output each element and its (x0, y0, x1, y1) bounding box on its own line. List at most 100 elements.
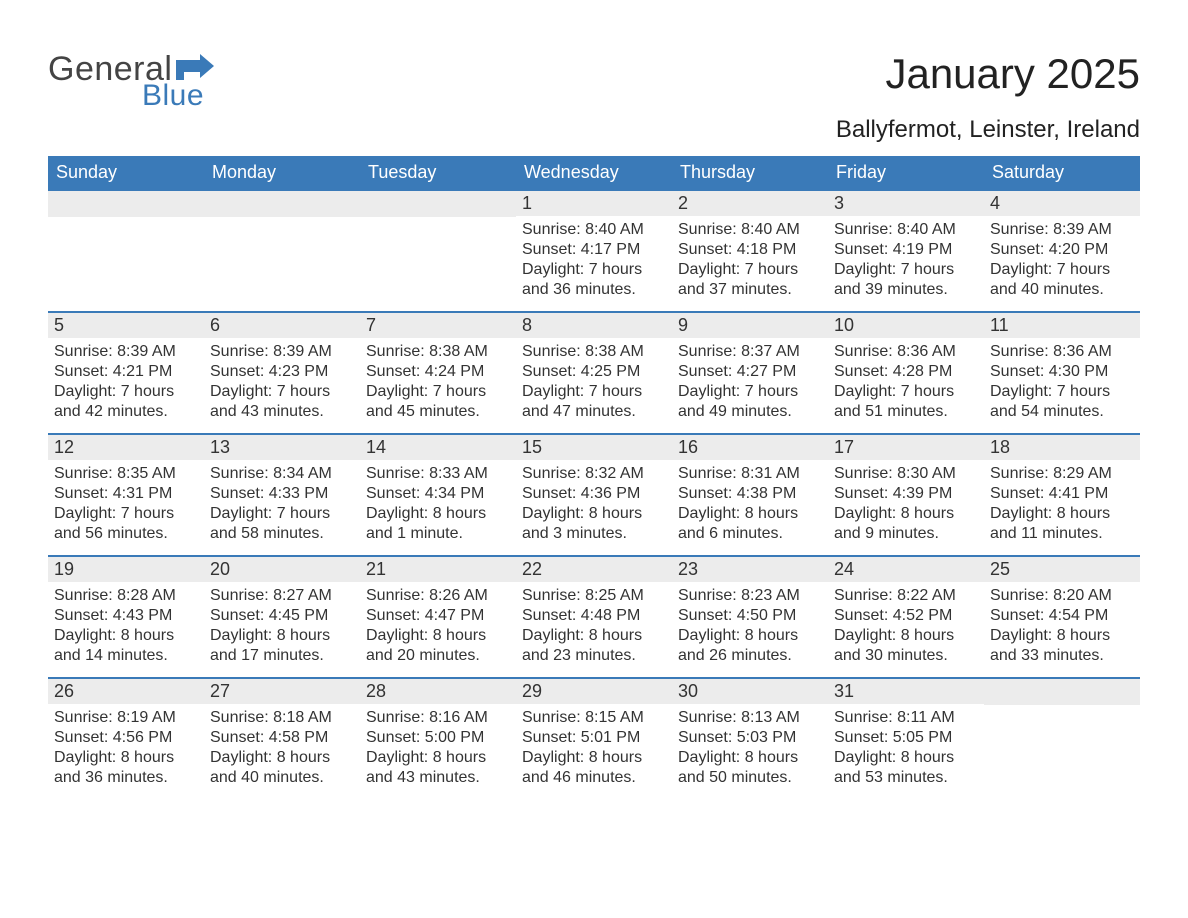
daylight-line: Daylight: 8 hours and 33 minutes. (990, 626, 1134, 666)
daylight-line: Daylight: 7 hours and 37 minutes. (678, 260, 822, 300)
sunset-line: Sunset: 4:25 PM (522, 362, 666, 382)
daylight-label: Daylight: (54, 627, 116, 644)
sunrise-value: 8:33 AM (429, 465, 488, 482)
day-details: Sunrise: 8:38 AMSunset: 4:24 PMDaylight:… (360, 338, 516, 430)
sunset-line: Sunset: 4:31 PM (54, 484, 198, 504)
day-number: 15 (516, 435, 672, 460)
weekday-tuesday: Tuesday (360, 156, 516, 189)
day-number: 3 (828, 191, 984, 216)
sunrise-label: Sunrise: (54, 709, 113, 726)
day-number: 5 (48, 313, 204, 338)
sunrise-line: Sunrise: 8:35 AM (54, 464, 198, 484)
sunrise-line: Sunrise: 8:11 AM (834, 708, 978, 728)
sunrise-value: 8:11 AM (897, 709, 955, 726)
daylight-label: Daylight: (366, 627, 428, 644)
sunrise-label: Sunrise: (522, 709, 581, 726)
sunset-label: Sunset: (522, 241, 576, 258)
sunrise-label: Sunrise: (366, 343, 425, 360)
sunset-line: Sunset: 4:34 PM (366, 484, 510, 504)
sunset-value: 4:28 PM (893, 363, 953, 380)
day-number: 12 (48, 435, 204, 460)
weekday-wednesday: Wednesday (516, 156, 672, 189)
day-details: Sunrise: 8:11 AMSunset: 5:05 PMDaylight:… (828, 704, 984, 796)
day-cell: 19Sunrise: 8:28 AMSunset: 4:43 PMDayligh… (48, 557, 204, 677)
sunset-label: Sunset: (522, 729, 576, 746)
sunset-line: Sunset: 4:28 PM (834, 362, 978, 382)
day-details: Sunrise: 8:16 AMSunset: 5:00 PMDaylight:… (360, 704, 516, 796)
weekday-header-row: SundayMondayTuesdayWednesdayThursdayFrid… (48, 156, 1140, 189)
day-number: 14 (360, 435, 516, 460)
daylight-line: Daylight: 7 hours and 51 minutes. (834, 382, 978, 422)
day-cell: 11Sunrise: 8:36 AMSunset: 4:30 PMDayligh… (984, 313, 1140, 433)
daylight-line: Daylight: 8 hours and 20 minutes. (366, 626, 510, 666)
daylight-label: Daylight: (834, 383, 896, 400)
sunrise-value: 8:25 AM (585, 587, 644, 604)
sunrise-value: 8:20 AM (1053, 587, 1112, 604)
sunrise-line: Sunrise: 8:27 AM (210, 586, 354, 606)
week-row: 19Sunrise: 8:28 AMSunset: 4:43 PMDayligh… (48, 555, 1140, 677)
day-details: Sunrise: 8:39 AMSunset: 4:23 PMDaylight:… (204, 338, 360, 430)
sunrise-label: Sunrise: (990, 587, 1049, 604)
sunrise-line: Sunrise: 8:20 AM (990, 586, 1134, 606)
sunrise-value: 8:37 AM (741, 343, 800, 360)
sunrise-label: Sunrise: (366, 587, 425, 604)
sunset-value: 4:39 PM (893, 485, 953, 502)
daylight-line: Daylight: 8 hours and 17 minutes. (210, 626, 354, 666)
day-cell: 2Sunrise: 8:40 AMSunset: 4:18 PMDaylight… (672, 191, 828, 311)
day-details: Sunrise: 8:37 AMSunset: 4:27 PMDaylight:… (672, 338, 828, 430)
sunset-line: Sunset: 4:58 PM (210, 728, 354, 748)
day-cell: 24Sunrise: 8:22 AMSunset: 4:52 PMDayligh… (828, 557, 984, 677)
sunset-line: Sunset: 4:17 PM (522, 240, 666, 260)
sunset-value: 4:36 PM (581, 485, 641, 502)
sunrise-line: Sunrise: 8:38 AM (366, 342, 510, 362)
sunset-value: 4:18 PM (737, 241, 797, 258)
day-details: Sunrise: 8:28 AMSunset: 4:43 PMDaylight:… (48, 582, 204, 674)
day-number: 7 (360, 313, 516, 338)
sunrise-label: Sunrise: (522, 587, 581, 604)
daylight-line: Daylight: 7 hours and 40 minutes. (990, 260, 1134, 300)
sunset-value: 4:19 PM (893, 241, 953, 258)
calendar-grid: SundayMondayTuesdayWednesdayThursdayFrid… (48, 156, 1140, 799)
daylight-line: Daylight: 8 hours and 53 minutes. (834, 748, 978, 788)
sunset-line: Sunset: 4:50 PM (678, 606, 822, 626)
sunset-value: 4:56 PM (113, 729, 173, 746)
sunrise-line: Sunrise: 8:34 AM (210, 464, 354, 484)
day-cell: 18Sunrise: 8:29 AMSunset: 4:41 PMDayligh… (984, 435, 1140, 555)
sunset-value: 4:25 PM (581, 363, 641, 380)
day-number: 24 (828, 557, 984, 582)
sunset-value: 5:01 PM (581, 729, 641, 746)
sunrise-line: Sunrise: 8:37 AM (678, 342, 822, 362)
sunset-line: Sunset: 4:36 PM (522, 484, 666, 504)
daylight-line: Daylight: 7 hours and 42 minutes. (54, 382, 198, 422)
sunrise-label: Sunrise: (522, 221, 581, 238)
sunrise-label: Sunrise: (834, 465, 893, 482)
day-cell (360, 191, 516, 311)
sunset-line: Sunset: 5:00 PM (366, 728, 510, 748)
sunrise-value: 8:40 AM (585, 221, 644, 238)
sunset-line: Sunset: 4:39 PM (834, 484, 978, 504)
sunset-label: Sunset: (834, 607, 888, 624)
day-details: Sunrise: 8:15 AMSunset: 5:01 PMDaylight:… (516, 704, 672, 796)
sunrise-label: Sunrise: (210, 465, 269, 482)
day-number: 18 (984, 435, 1140, 460)
day-number: 1 (516, 191, 672, 216)
day-number: 10 (828, 313, 984, 338)
day-cell: 8Sunrise: 8:38 AMSunset: 4:25 PMDaylight… (516, 313, 672, 433)
day-details: Sunrise: 8:27 AMSunset: 4:45 PMDaylight:… (204, 582, 360, 674)
sunset-line: Sunset: 4:30 PM (990, 362, 1134, 382)
day-number: 22 (516, 557, 672, 582)
day-details: Sunrise: 8:20 AMSunset: 4:54 PMDaylight:… (984, 582, 1140, 674)
day-number: 25 (984, 557, 1140, 582)
location-subtitle: Ballyfermot, Leinster, Ireland (836, 116, 1140, 144)
day-cell: 29Sunrise: 8:15 AMSunset: 5:01 PMDayligh… (516, 679, 672, 799)
daylight-line: Daylight: 7 hours and 39 minutes. (834, 260, 978, 300)
sunrise-label: Sunrise: (678, 343, 737, 360)
weeks-container: 1 Sunrise: 8:40 AM Sunset: 4:17 PM Daylight… (48, 189, 1140, 799)
day-cell: 14Sunrise: 8:33 AMSunset: 4:34 PMDayligh… (360, 435, 516, 555)
sunset-label: Sunset: (522, 485, 576, 502)
sunrise-label: Sunrise: (54, 465, 113, 482)
daylight-label: Daylight: (678, 749, 740, 766)
daylight-label: Daylight: (990, 383, 1052, 400)
calendar-page: General Blue January 2025 Ballyfermot, L… (0, 0, 1188, 859)
sunset-line: Sunset: 4:38 PM (678, 484, 822, 504)
